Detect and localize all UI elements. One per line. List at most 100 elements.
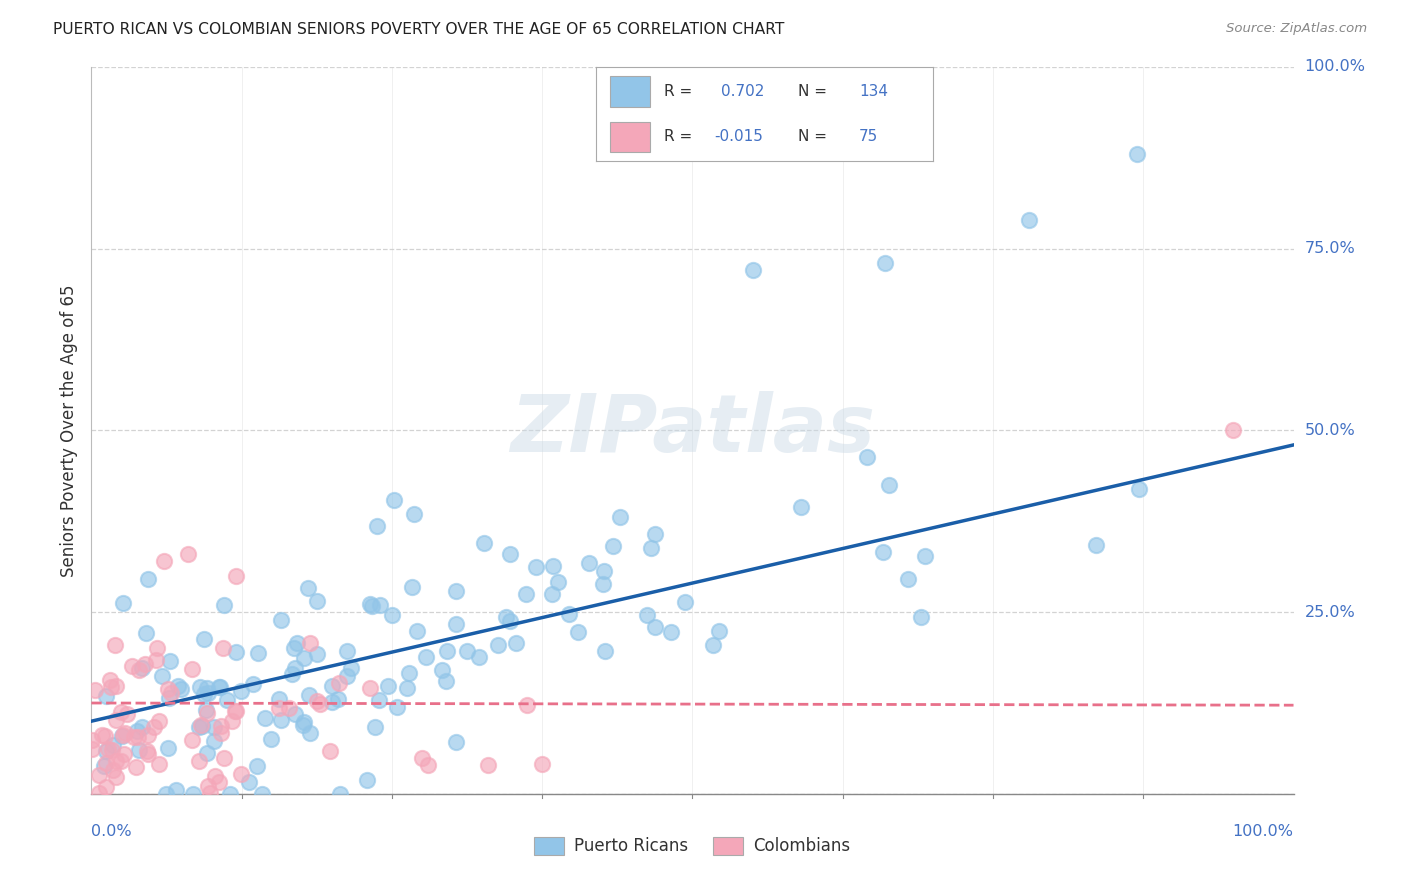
Point	[131, 661, 153, 675]
Point	[110, 754, 132, 768]
Point	[359, 681, 381, 696]
Point	[219, 787, 242, 801]
Text: N =: N =	[799, 129, 827, 145]
Point	[188, 680, 211, 694]
Text: 75: 75	[859, 129, 879, 145]
Point	[307, 594, 329, 608]
Point	[402, 508, 425, 522]
Point	[155, 787, 177, 801]
Point	[231, 766, 253, 780]
Point	[897, 573, 920, 587]
Point	[96, 743, 118, 757]
Point	[181, 787, 204, 801]
Point	[335, 644, 357, 658]
Point	[444, 617, 467, 632]
Text: 0.0%: 0.0%	[91, 824, 132, 839]
Point	[114, 725, 136, 739]
Point	[495, 609, 517, 624]
Legend: Puerto Ricans, Colombians: Puerto Ricans, Colombians	[527, 830, 858, 862]
Point	[377, 679, 399, 693]
Point	[157, 681, 180, 696]
Point	[382, 492, 405, 507]
Point	[194, 703, 217, 717]
Point	[1222, 424, 1244, 438]
Text: R =: R =	[664, 84, 692, 99]
Point	[84, 682, 107, 697]
Point	[789, 500, 811, 514]
Point	[531, 757, 554, 772]
Point	[640, 541, 662, 555]
Point	[159, 691, 181, 706]
Point	[547, 575, 569, 590]
Point	[366, 519, 388, 533]
Point	[644, 527, 666, 541]
Point	[82, 741, 104, 756]
Text: ZIPatlas: ZIPatlas	[510, 392, 875, 469]
Point	[381, 607, 404, 622]
Point	[125, 760, 148, 774]
Point	[336, 669, 359, 683]
Point	[477, 757, 499, 772]
Point	[100, 743, 122, 757]
Point	[499, 614, 522, 628]
Point	[270, 613, 292, 627]
Point	[87, 786, 110, 800]
Point	[284, 661, 307, 675]
Point	[190, 718, 212, 732]
Point	[93, 759, 115, 773]
Point	[432, 663, 454, 677]
Text: 50.0%: 50.0%	[1305, 423, 1355, 438]
Point	[340, 661, 363, 675]
Point	[159, 654, 181, 668]
Point	[292, 714, 315, 729]
Point	[367, 693, 389, 707]
Point	[238, 774, 260, 789]
Point	[148, 714, 170, 728]
Point	[328, 676, 350, 690]
Point	[593, 644, 616, 658]
Point	[292, 650, 315, 665]
Point	[197, 780, 219, 794]
Point	[593, 564, 616, 578]
Point	[152, 554, 174, 568]
Point	[134, 657, 156, 671]
Point	[385, 700, 408, 714]
Point	[104, 770, 127, 784]
Point	[91, 728, 114, 742]
Point	[112, 747, 135, 761]
Text: N =: N =	[799, 84, 827, 99]
Point	[486, 638, 509, 652]
Point	[436, 644, 458, 658]
Point	[231, 684, 253, 698]
Point	[202, 734, 225, 748]
Point	[873, 256, 896, 270]
Point	[159, 686, 181, 700]
Point	[456, 644, 478, 658]
Point	[209, 719, 232, 733]
Point	[211, 641, 233, 656]
Point	[329, 787, 352, 801]
Point	[505, 636, 527, 650]
Point	[136, 747, 159, 761]
Point	[416, 757, 439, 772]
Point	[208, 680, 231, 694]
Point	[111, 596, 134, 610]
Point	[145, 653, 167, 667]
Point	[281, 666, 304, 681]
Point	[406, 624, 429, 639]
Point	[415, 650, 437, 665]
Point	[368, 599, 391, 613]
Point	[150, 669, 173, 683]
Point	[321, 679, 343, 693]
Text: -0.015: -0.015	[714, 129, 763, 145]
Point	[122, 731, 145, 745]
Point	[602, 539, 624, 553]
Text: PUERTO RICAN VS COLOMBIAN SENIORS POVERTY OVER THE AGE OF 65 CORRELATION CHART: PUERTO RICAN VS COLOMBIAN SENIORS POVERT…	[53, 22, 785, 37]
Point	[267, 701, 290, 715]
Text: R =: R =	[664, 129, 692, 145]
Point	[444, 735, 467, 749]
Point	[309, 697, 332, 711]
Point	[395, 681, 418, 696]
Point	[558, 607, 581, 621]
Point	[127, 724, 149, 739]
